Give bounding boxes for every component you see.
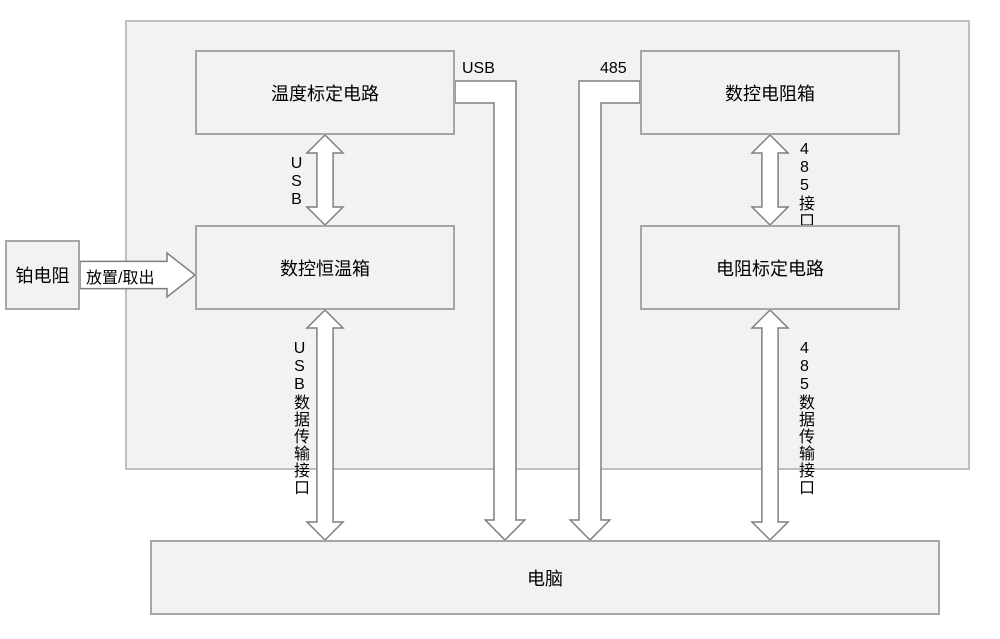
node-pt-resistor: 铂电阻 (5, 240, 80, 310)
node-label: 电阻标定电路 (716, 255, 824, 281)
label-485-short: 485接口 (792, 141, 816, 229)
node-label: 数控电阻箱 (725, 80, 815, 106)
arrow-485-short (752, 135, 788, 225)
label-place-remove: 放置/取出 (86, 264, 154, 288)
node-label: 数控恒温箱 (280, 255, 370, 281)
label-usb-long: USB数据传输接口 (287, 340, 311, 496)
node-label: 铂电阻 (16, 262, 70, 288)
node-computer: 电脑 (150, 540, 940, 615)
label-485-bent: 485 (600, 60, 627, 78)
node-label: 电脑 (527, 565, 563, 591)
node-temp-calib: 温度标定电路 (195, 50, 455, 135)
arrow-usb-short (307, 135, 343, 225)
node-nc-resistor-box: 数控电阻箱 (640, 50, 900, 135)
arrow-usb-long (307, 310, 343, 540)
label-usb-bent: USB (462, 60, 495, 78)
node-res-calib: 电阻标定电路 (640, 225, 900, 310)
arrow-485-long (752, 310, 788, 540)
label-485-long: 485数据传输接口 (792, 340, 816, 496)
node-label: 温度标定电路 (271, 80, 379, 106)
label-usb-short: USB (287, 155, 305, 209)
node-nc-thermostat: 数控恒温箱 (195, 225, 455, 310)
